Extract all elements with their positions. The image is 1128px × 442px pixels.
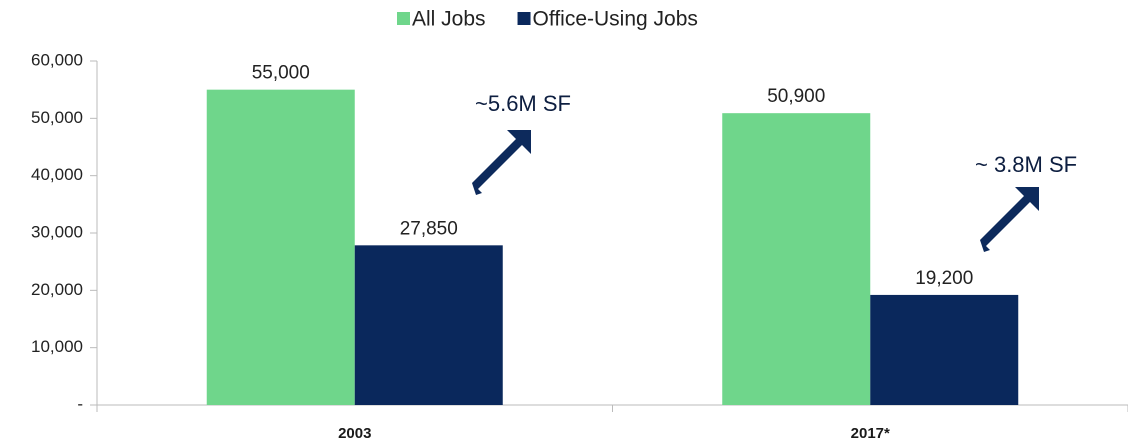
legend-swatch	[517, 12, 531, 25]
y-tick-label: 20,000	[31, 280, 83, 299]
legend-label: All Jobs	[412, 8, 486, 31]
legend-label: Office-Using Jobs	[533, 8, 698, 31]
y-tick-label: 50,000	[31, 108, 83, 127]
annotation: ~5.6M SF	[475, 91, 571, 116]
bar	[722, 113, 871, 405]
bar	[206, 89, 355, 406]
arrow	[472, 130, 1039, 252]
bar	[354, 245, 503, 405]
x-tick-label: 2017*	[851, 425, 890, 442]
y-tick-label: 40,000	[31, 165, 83, 184]
y-tick-label: -	[77, 394, 83, 413]
annotation: ~ 3.8M SF	[975, 152, 1077, 177]
data-label: 19,200	[915, 268, 973, 289]
y-tick-label: 60,000	[31, 50, 83, 69]
y-tick-label: 10,000	[31, 337, 83, 356]
x-tick-label: 2003	[338, 425, 371, 442]
y-tick-label: 30,000	[31, 222, 83, 241]
data-label: 55,000	[252, 63, 310, 84]
legend-swatch	[397, 12, 410, 25]
data-label: 27,850	[400, 218, 458, 239]
bar	[870, 294, 1019, 405]
data-label: 50,900	[767, 86, 825, 107]
